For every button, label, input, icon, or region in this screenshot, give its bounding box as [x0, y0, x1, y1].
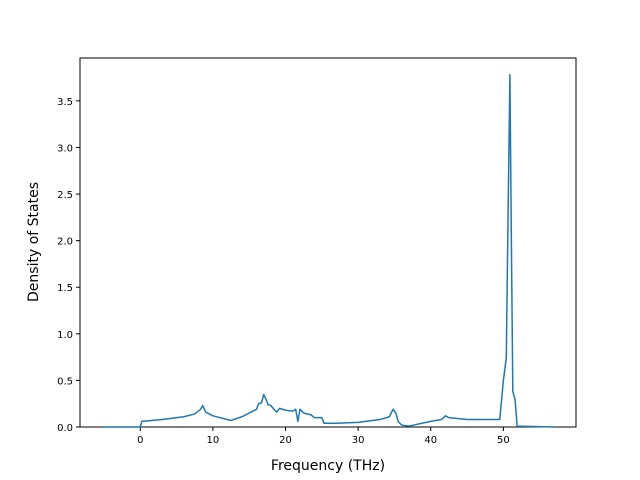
- y-tick-label: 3.0: [57, 143, 73, 154]
- y-tick-label: 2.0: [57, 237, 73, 248]
- x-axis-label: Frequency (THz): [271, 458, 385, 474]
- x-tick-label: 30: [352, 435, 365, 446]
- x-tick-label: 40: [424, 435, 437, 446]
- y-tick-label: 0.5: [57, 376, 73, 387]
- y-tick-label: 0.0: [57, 423, 73, 434]
- plot-frame: [79, 57, 577, 428]
- x-tick-label: 0: [137, 435, 143, 446]
- y-tick-label: 1.5: [57, 283, 73, 294]
- x-tick-label: 10: [207, 435, 220, 446]
- y-tick-label: 2.5: [57, 190, 73, 201]
- x-tick-label: 50: [497, 435, 510, 446]
- y-tick-label: 3.5: [57, 97, 73, 108]
- y-axis-label: Density of States: [26, 182, 42, 302]
- x-tick-label: 20: [279, 435, 292, 446]
- y-tick-label: 1.0: [57, 330, 73, 341]
- dos-line: [102, 74, 555, 428]
